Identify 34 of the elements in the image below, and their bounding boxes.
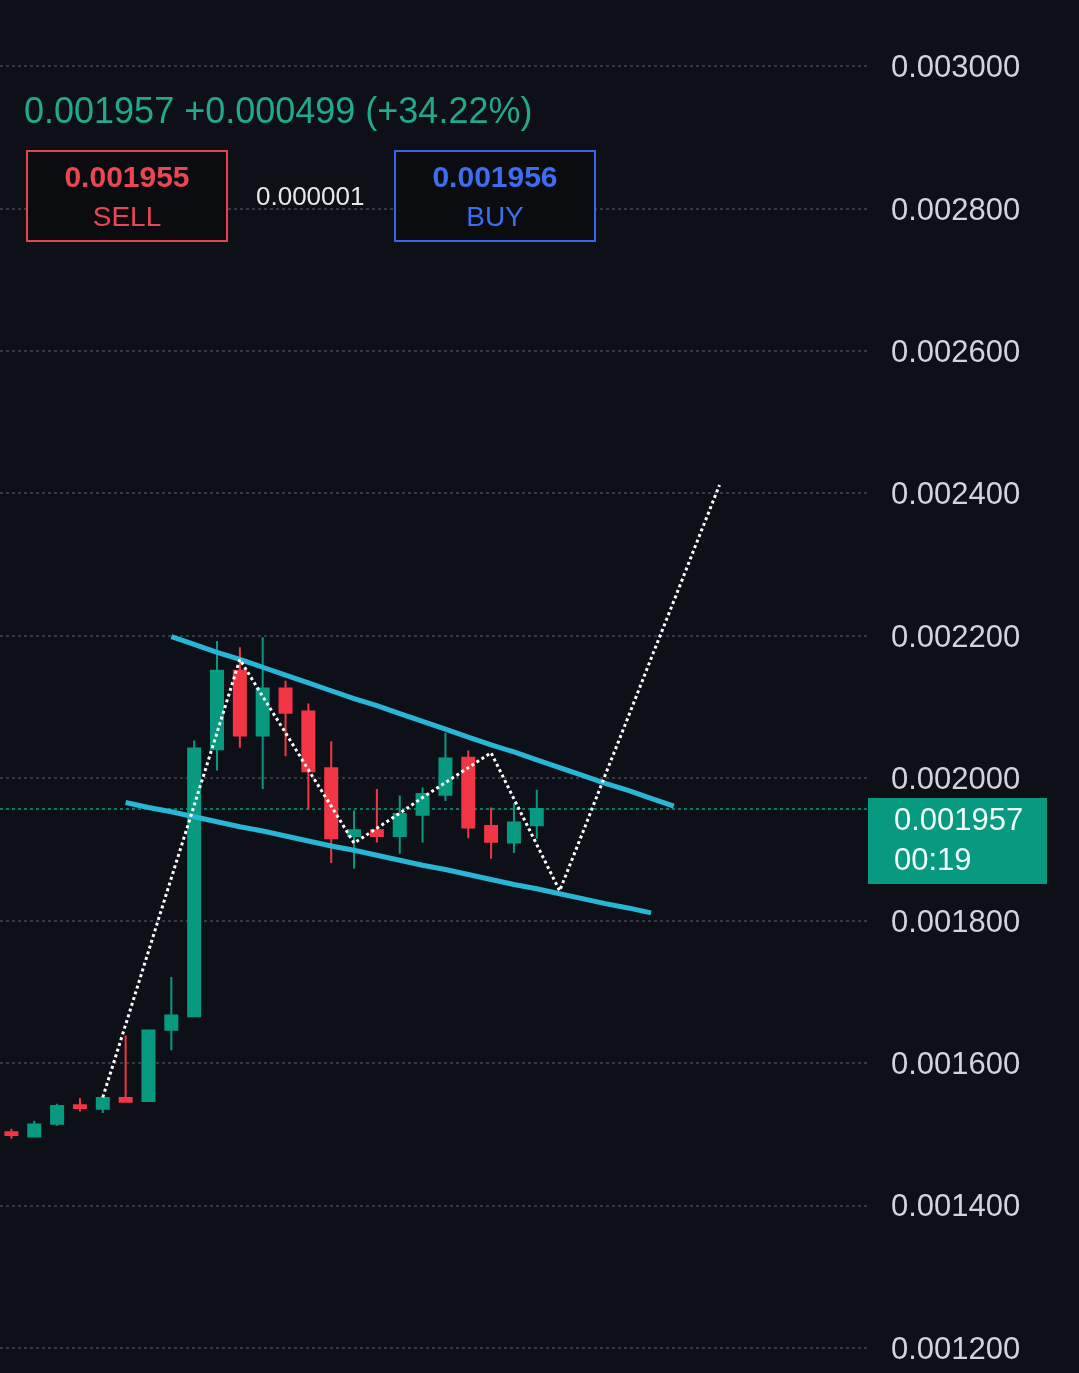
y-tick-label: 0.001200 (891, 1330, 1021, 1366)
y-tick-label: 0.001400 (891, 1188, 1021, 1224)
candlestick (4, 1127, 19, 1140)
y-tick-label: 0.002400 (891, 476, 1021, 512)
y-tick-label: 0.002800 (891, 191, 1021, 227)
candlestick (438, 731, 453, 803)
y-tick-label: 0.002000 (891, 761, 1021, 797)
y-tick-label: 0.001600 (891, 1046, 1021, 1082)
candlestick (232, 646, 247, 749)
candlestick (255, 636, 270, 791)
candlestick (484, 806, 499, 860)
candlestick (210, 639, 224, 772)
candlestick (324, 740, 339, 865)
candlestick (95, 1096, 110, 1115)
candlestick (164, 976, 179, 1052)
y-tick-label: 0.002600 (891, 333, 1021, 369)
candlestick (461, 749, 476, 840)
y-tick-label: 0.003000 (891, 49, 1021, 85)
candlestick (118, 1034, 133, 1104)
candlestick (50, 1102, 65, 1127)
annotation: 0.001956 BUY (432, 160, 558, 232)
candlestick (278, 679, 293, 758)
y-tick-label: 0.002200 (891, 618, 1021, 654)
candlestick (369, 788, 384, 844)
ref-line-label: 0.001957 00:19 (894, 802, 1024, 878)
line-series (101, 483, 722, 1099)
annotation: 0.001955 SELL (64, 160, 190, 232)
text: 0.001957 +0.000499 (+34.22%) (24, 90, 533, 131)
y-tick-label: 0.001800 (891, 903, 1021, 939)
candlestick (72, 1097, 87, 1113)
annotation: 0.000001 (256, 181, 365, 211)
candlestick (27, 1119, 42, 1139)
candlestick (301, 702, 316, 811)
candlestick (141, 1028, 156, 1103)
